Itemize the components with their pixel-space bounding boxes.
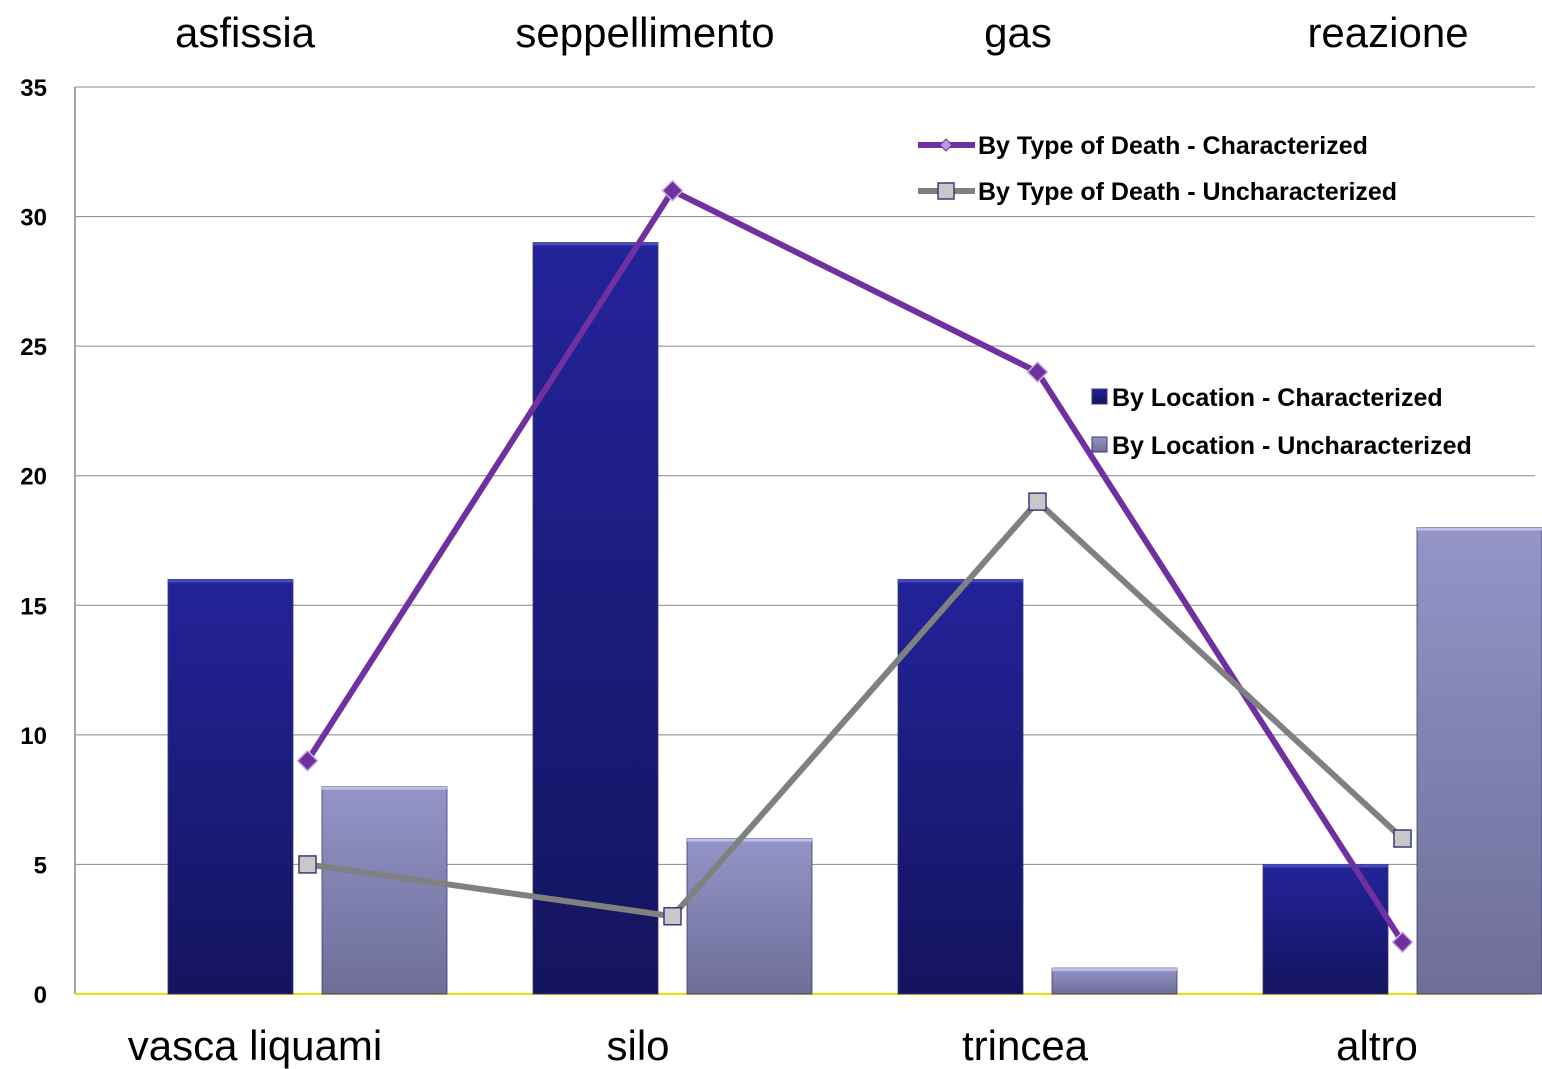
legend-label: By Location - Characterized [1112, 384, 1443, 412]
line-point [1391, 931, 1414, 954]
grid [75, 86, 1535, 865]
legend-marker [939, 138, 953, 152]
bar-highlight [687, 838, 812, 842]
bar [1051, 967, 1178, 995]
y-tick-label: 0 [34, 982, 47, 1009]
x-tick-label: silo [606, 1022, 669, 1069]
legend-swatch [1091, 436, 1108, 453]
bar-highlight [168, 579, 293, 583]
legend-label: By Location - Uncharacterized [1112, 432, 1472, 460]
line-point [661, 179, 684, 202]
line-point [1028, 492, 1047, 511]
y-tick-label: 25 [20, 334, 47, 361]
bar [686, 838, 813, 995]
top-category-label: seppellimento [515, 9, 774, 56]
y-tick-label: 10 [20, 723, 47, 750]
y-tick-label: 35 [20, 75, 47, 102]
legend-label: By Type of Death - Characterized [978, 132, 1368, 160]
series-line [304, 187, 1406, 944]
bar [1416, 527, 1542, 995]
bar [1262, 864, 1389, 995]
y-tick-label: 20 [20, 464, 47, 491]
x-tick-label: vasca liquami [128, 1022, 382, 1069]
legend-marker [937, 182, 955, 200]
bar [321, 786, 448, 995]
legend-swatch [1091, 388, 1108, 405]
top-category-label: asfissia [175, 9, 316, 56]
bar [167, 578, 294, 995]
line-point [298, 855, 317, 874]
top-category-label: gas [984, 9, 1052, 56]
y-tick-label: 5 [34, 852, 47, 879]
series-line [307, 498, 1405, 920]
labels: 0 5 10 15 20 25 30 35 vasca liquami silo trincea al… [20, 9, 1468, 1069]
line-point [1393, 829, 1412, 848]
line-point [1026, 360, 1049, 384]
bar-highlight [533, 242, 658, 246]
bars [167, 242, 1542, 995]
bar-highlight [1052, 968, 1177, 972]
bar-highlight [1263, 864, 1388, 868]
legends: By Type of Death - Characterized By Type … [918, 132, 1472, 460]
legend-label: By Type of Death - Uncharacterized [978, 178, 1397, 206]
bar [532, 242, 659, 995]
bar-highlight [322, 786, 447, 790]
top-category-label: reazione [1307, 9, 1468, 56]
x-tick-label: trincea [962, 1022, 1089, 1069]
bar [897, 578, 1024, 995]
lines [296, 179, 1414, 954]
bar-highlight [898, 579, 1023, 583]
bar-highlight [1417, 527, 1542, 531]
line-point [296, 749, 319, 772]
y-tick-label: 15 [20, 593, 47, 620]
y-tick-label: 30 [20, 205, 47, 232]
line-point [663, 907, 682, 926]
x-tick-label: altro [1336, 1022, 1418, 1069]
